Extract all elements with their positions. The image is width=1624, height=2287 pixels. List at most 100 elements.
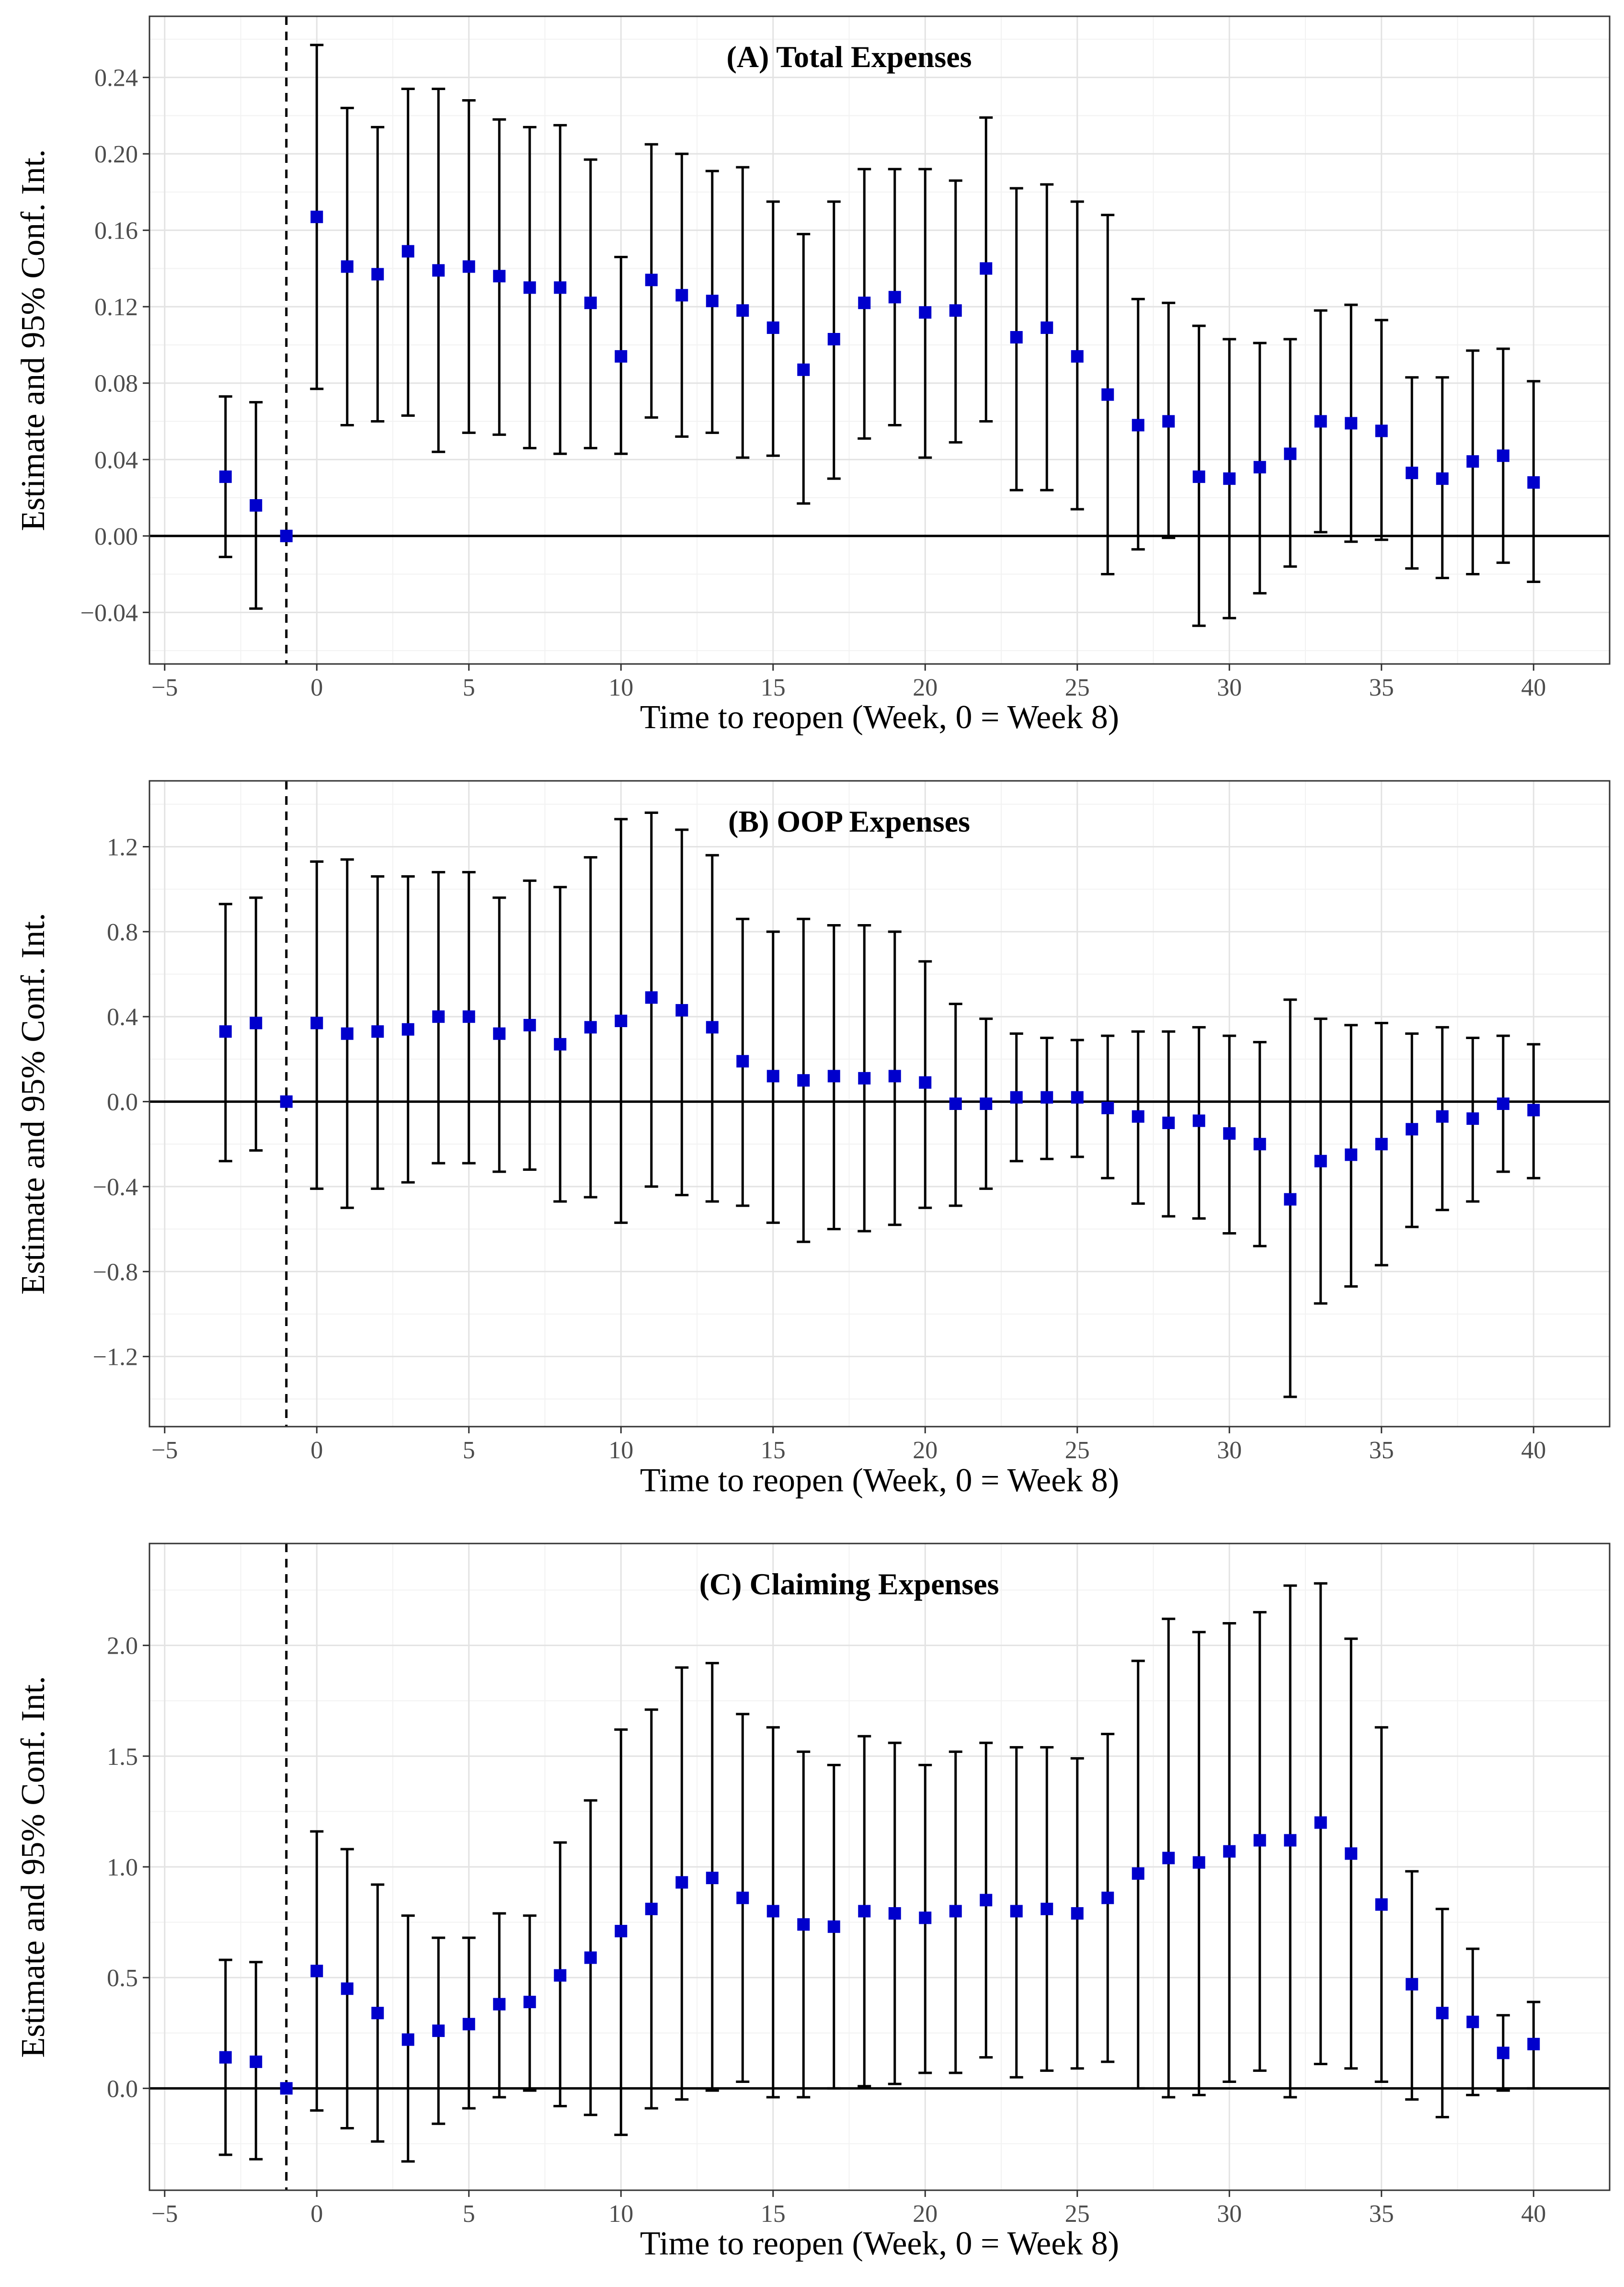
x-tick-label: 25 (1065, 2200, 1090, 2228)
point-estimate (250, 1017, 263, 1029)
point-estimate (341, 1982, 354, 1995)
panel-a: −5 0 5 10 15 20 25 30 35 40 −0.04 0.00 0.04 0.08 0.12 0… (15, 15, 1611, 736)
y-tick-label: 1.0 (107, 1854, 138, 1881)
x-tick-label: 40 (1521, 1437, 1546, 1464)
point-estimate (1041, 1902, 1053, 1915)
point-estimate (645, 274, 658, 286)
point-estimate (1497, 449, 1510, 462)
point-estimate (1192, 470, 1205, 483)
point-estimate (1345, 1148, 1358, 1161)
point-estimate (1497, 2047, 1510, 2059)
error-bar (1040, 183, 1054, 492)
point-estimate (584, 297, 597, 309)
y-tick-label: 0.0 (107, 2075, 138, 2103)
point-estimate (280, 1095, 293, 1108)
point-estimate (1436, 1110, 1449, 1123)
point-estimate (310, 1017, 323, 1029)
point-estimate (1010, 1905, 1023, 1918)
point-estimate (584, 1021, 597, 1034)
x-tick-label: 20 (913, 1437, 938, 1464)
x-axis: −5 0 5 10 15 20 25 30 35 40 (151, 2190, 1546, 2228)
point-estimate (523, 1996, 536, 2009)
point-estimate (341, 1027, 354, 1040)
point-estimate (493, 1998, 506, 2011)
point-estimate (1101, 1891, 1114, 1904)
point-estimate (219, 1025, 232, 1038)
x-tick-label: −5 (151, 1437, 178, 1464)
x-axis: −5 0 5 10 15 20 25 30 35 40 (151, 1427, 1546, 1464)
point-estimate (1466, 2015, 1479, 2028)
panel-border (149, 15, 1611, 665)
point-estimate (615, 1925, 628, 1938)
panel-title: (A) Total Expenses (726, 40, 972, 74)
x-tick-label: 5 (463, 2200, 475, 2228)
point-estimate (1132, 1867, 1144, 1880)
point-estimate (645, 991, 658, 1004)
panel-title: (C) Claiming Expenses (699, 1567, 999, 1601)
point-estimate (675, 289, 688, 302)
point-estimate (250, 499, 263, 512)
point-estimate (949, 1098, 962, 1110)
y-tick-label: −0.8 (93, 1258, 138, 1286)
point-estimate (949, 304, 962, 317)
point-estimate (462, 260, 475, 273)
point-estimate (1466, 1112, 1479, 1125)
point-estimate (766, 1905, 779, 1918)
x-tick-label: −5 (151, 674, 178, 701)
point-estimate (615, 350, 628, 363)
point-estimate (919, 306, 932, 319)
point-estimate (1527, 476, 1540, 489)
y-axis: 0.0 0.5 1.0 1.5 2.0 (107, 1633, 149, 2103)
point-estimate (1284, 1193, 1297, 1206)
series-marks (218, 1582, 1541, 2163)
panel-title: (B) OOP Expenses (728, 804, 970, 838)
point-estimate (827, 333, 840, 346)
x-axis: −5 0 5 10 15 20 25 30 35 40 (151, 664, 1546, 701)
point-estimate (1010, 331, 1023, 344)
point-estimate (1314, 415, 1327, 428)
point-estimate (554, 1969, 567, 1982)
point-estimate (1101, 388, 1114, 401)
y-axis-title: Estimate and 95% Conf. Int. (15, 1676, 52, 2058)
y-tick-label: 1.2 (107, 834, 138, 861)
point-estimate (310, 1965, 323, 1978)
point-estimate (675, 1876, 688, 1889)
point-estimate (1223, 1127, 1236, 1140)
point-estimate (1466, 455, 1479, 468)
point-estimate (706, 295, 719, 308)
point-estimate (1253, 1138, 1266, 1151)
point-estimate (919, 1076, 932, 1089)
x-tick-label: 15 (761, 1437, 786, 1464)
point-estimate (797, 1074, 810, 1087)
x-tick-label: 20 (913, 674, 938, 701)
point-estimate (432, 2024, 445, 2037)
point-estimate (1101, 1101, 1114, 1114)
point-estimate (1253, 461, 1266, 474)
point-estimate (980, 1894, 993, 1907)
point-estimate (523, 281, 536, 294)
point-estimate (827, 1920, 840, 1933)
point-estimate (310, 210, 323, 223)
point-estimate (250, 2055, 263, 2068)
x-tick-label: 15 (761, 2200, 786, 2228)
point-estimate (493, 270, 506, 283)
point-estimate (401, 1023, 414, 1036)
point-estimate (1041, 1091, 1053, 1104)
point-estimate (1071, 350, 1084, 363)
point-estimate (493, 1027, 506, 1040)
y-tick-label: 0.8 (107, 919, 138, 946)
x-tick-label: 40 (1521, 674, 1546, 701)
point-estimate (371, 2007, 384, 2020)
y-axis-title: Estimate and 95% Conf. Int. (15, 913, 52, 1294)
x-tick-label: 10 (608, 674, 633, 701)
point-estimate (1041, 321, 1053, 334)
x-tick-label: 25 (1065, 674, 1090, 701)
point-estimate (1406, 467, 1418, 480)
point-estimate (401, 245, 414, 258)
point-estimate (675, 1004, 688, 1017)
point-estimate (1010, 1091, 1023, 1104)
point-estimate (1345, 417, 1358, 430)
x-tick-label: 30 (1217, 674, 1242, 701)
x-axis-title: Time to reopen (Week, 0 = Week 8) (640, 2225, 1119, 2262)
